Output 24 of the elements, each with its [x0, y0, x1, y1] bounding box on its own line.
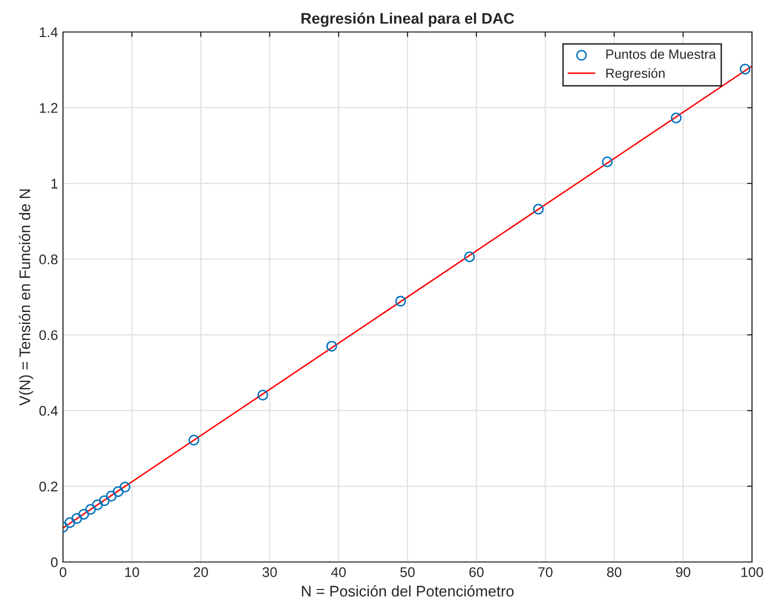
x-tick-label: 50 — [400, 567, 415, 578]
legend-label: Puntos de Muestra — [606, 49, 716, 59]
y-tick-label: 0.2 — [39, 482, 58, 492]
y-axis-title: V(N) = Tensión en Función de N — [18, 189, 34, 406]
x-axis-title: N = Posición del Potenciómetro — [302, 585, 514, 597]
x-tick-label: 0 — [60, 567, 66, 578]
y-tick-label: 1.2 — [40, 103, 58, 113]
chart-title: Regresión Lineal para el DAC — [302, 12, 514, 27]
x-tick-label: 90 — [676, 567, 690, 578]
x-tick-label: 10 — [125, 567, 140, 578]
y-tick-label: 0.4 — [39, 406, 58, 416]
x-tick-label: 60 — [469, 567, 484, 578]
x-tick-label: 40 — [331, 567, 346, 578]
x-tick-label: 30 — [262, 567, 277, 578]
x-tick-label: 100 — [741, 567, 764, 578]
x-tick-label: 70 — [538, 567, 552, 578]
legend-label: Regresión — [606, 68, 665, 81]
y-tick-label: 1 — [51, 178, 58, 188]
x-tick-label: 20 — [194, 567, 208, 578]
x-tick-label: 80 — [607, 567, 622, 578]
y-tick-label: 0 — [50, 557, 58, 568]
y-tick-label: 1.4 — [40, 27, 58, 38]
y-tick-label: 0.6 — [39, 330, 58, 340]
y-tick-label: 0.8 — [39, 254, 58, 264]
